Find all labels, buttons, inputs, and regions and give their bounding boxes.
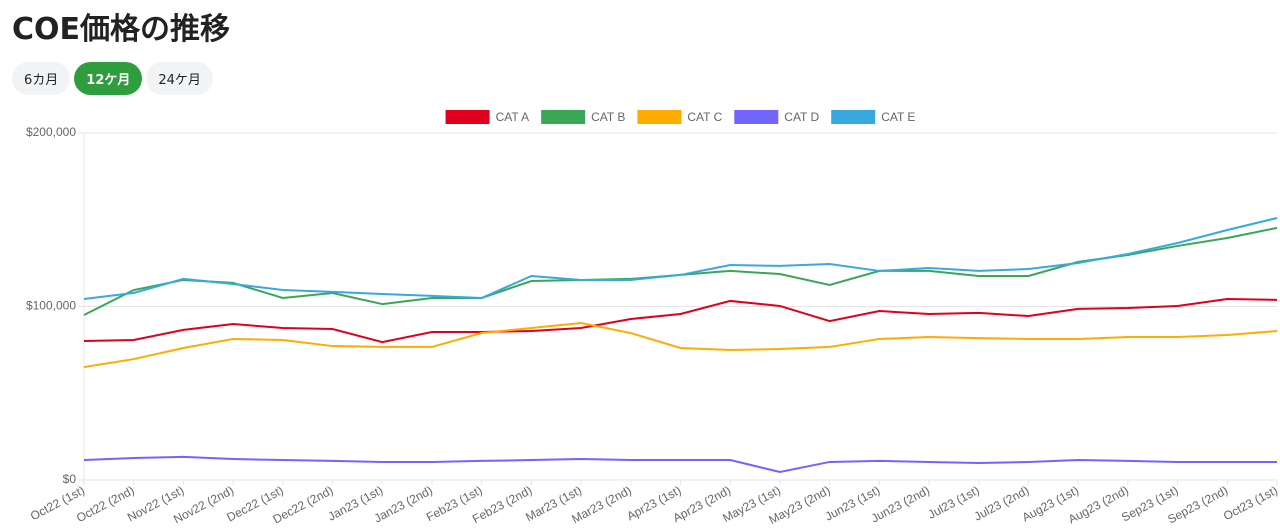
range-button[interactable]: 12ケ月 <box>74 62 143 95</box>
y-tick-label: $200,000 <box>26 125 76 139</box>
legend-label[interactable]: CAT B <box>591 110 625 124</box>
series-line <box>83 298 1278 344</box>
series-line <box>83 321 1278 369</box>
legend-label[interactable]: CAT C <box>687 110 722 124</box>
legend-label[interactable]: CAT A <box>496 110 530 124</box>
y-tick-label: $100,000 <box>26 299 76 313</box>
range-button[interactable]: 6カ月 <box>12 62 71 95</box>
series-line <box>83 217 1278 301</box>
x-tick-label: Oct23 (1st) <box>1221 483 1280 523</box>
legend-swatch[interactable] <box>637 110 682 124</box>
y-tick-label: $0 <box>63 472 77 486</box>
legend-label[interactable]: CAT E <box>881 110 915 124</box>
range-button[interactable]: 24ケ月 <box>146 62 213 95</box>
legend-swatch[interactable] <box>541 110 586 124</box>
legend-swatch[interactable] <box>734 110 779 124</box>
legend-swatch[interactable] <box>445 110 490 124</box>
legend-label[interactable]: CAT D <box>784 110 819 124</box>
page-title: COE価格の推移 <box>12 12 231 47</box>
series-line <box>83 226 1278 316</box>
series-line <box>83 455 1277 474</box>
legend-swatch[interactable] <box>831 110 876 124</box>
range-selector: 6カ月 12ケ月 24ケ月 <box>12 62 213 95</box>
